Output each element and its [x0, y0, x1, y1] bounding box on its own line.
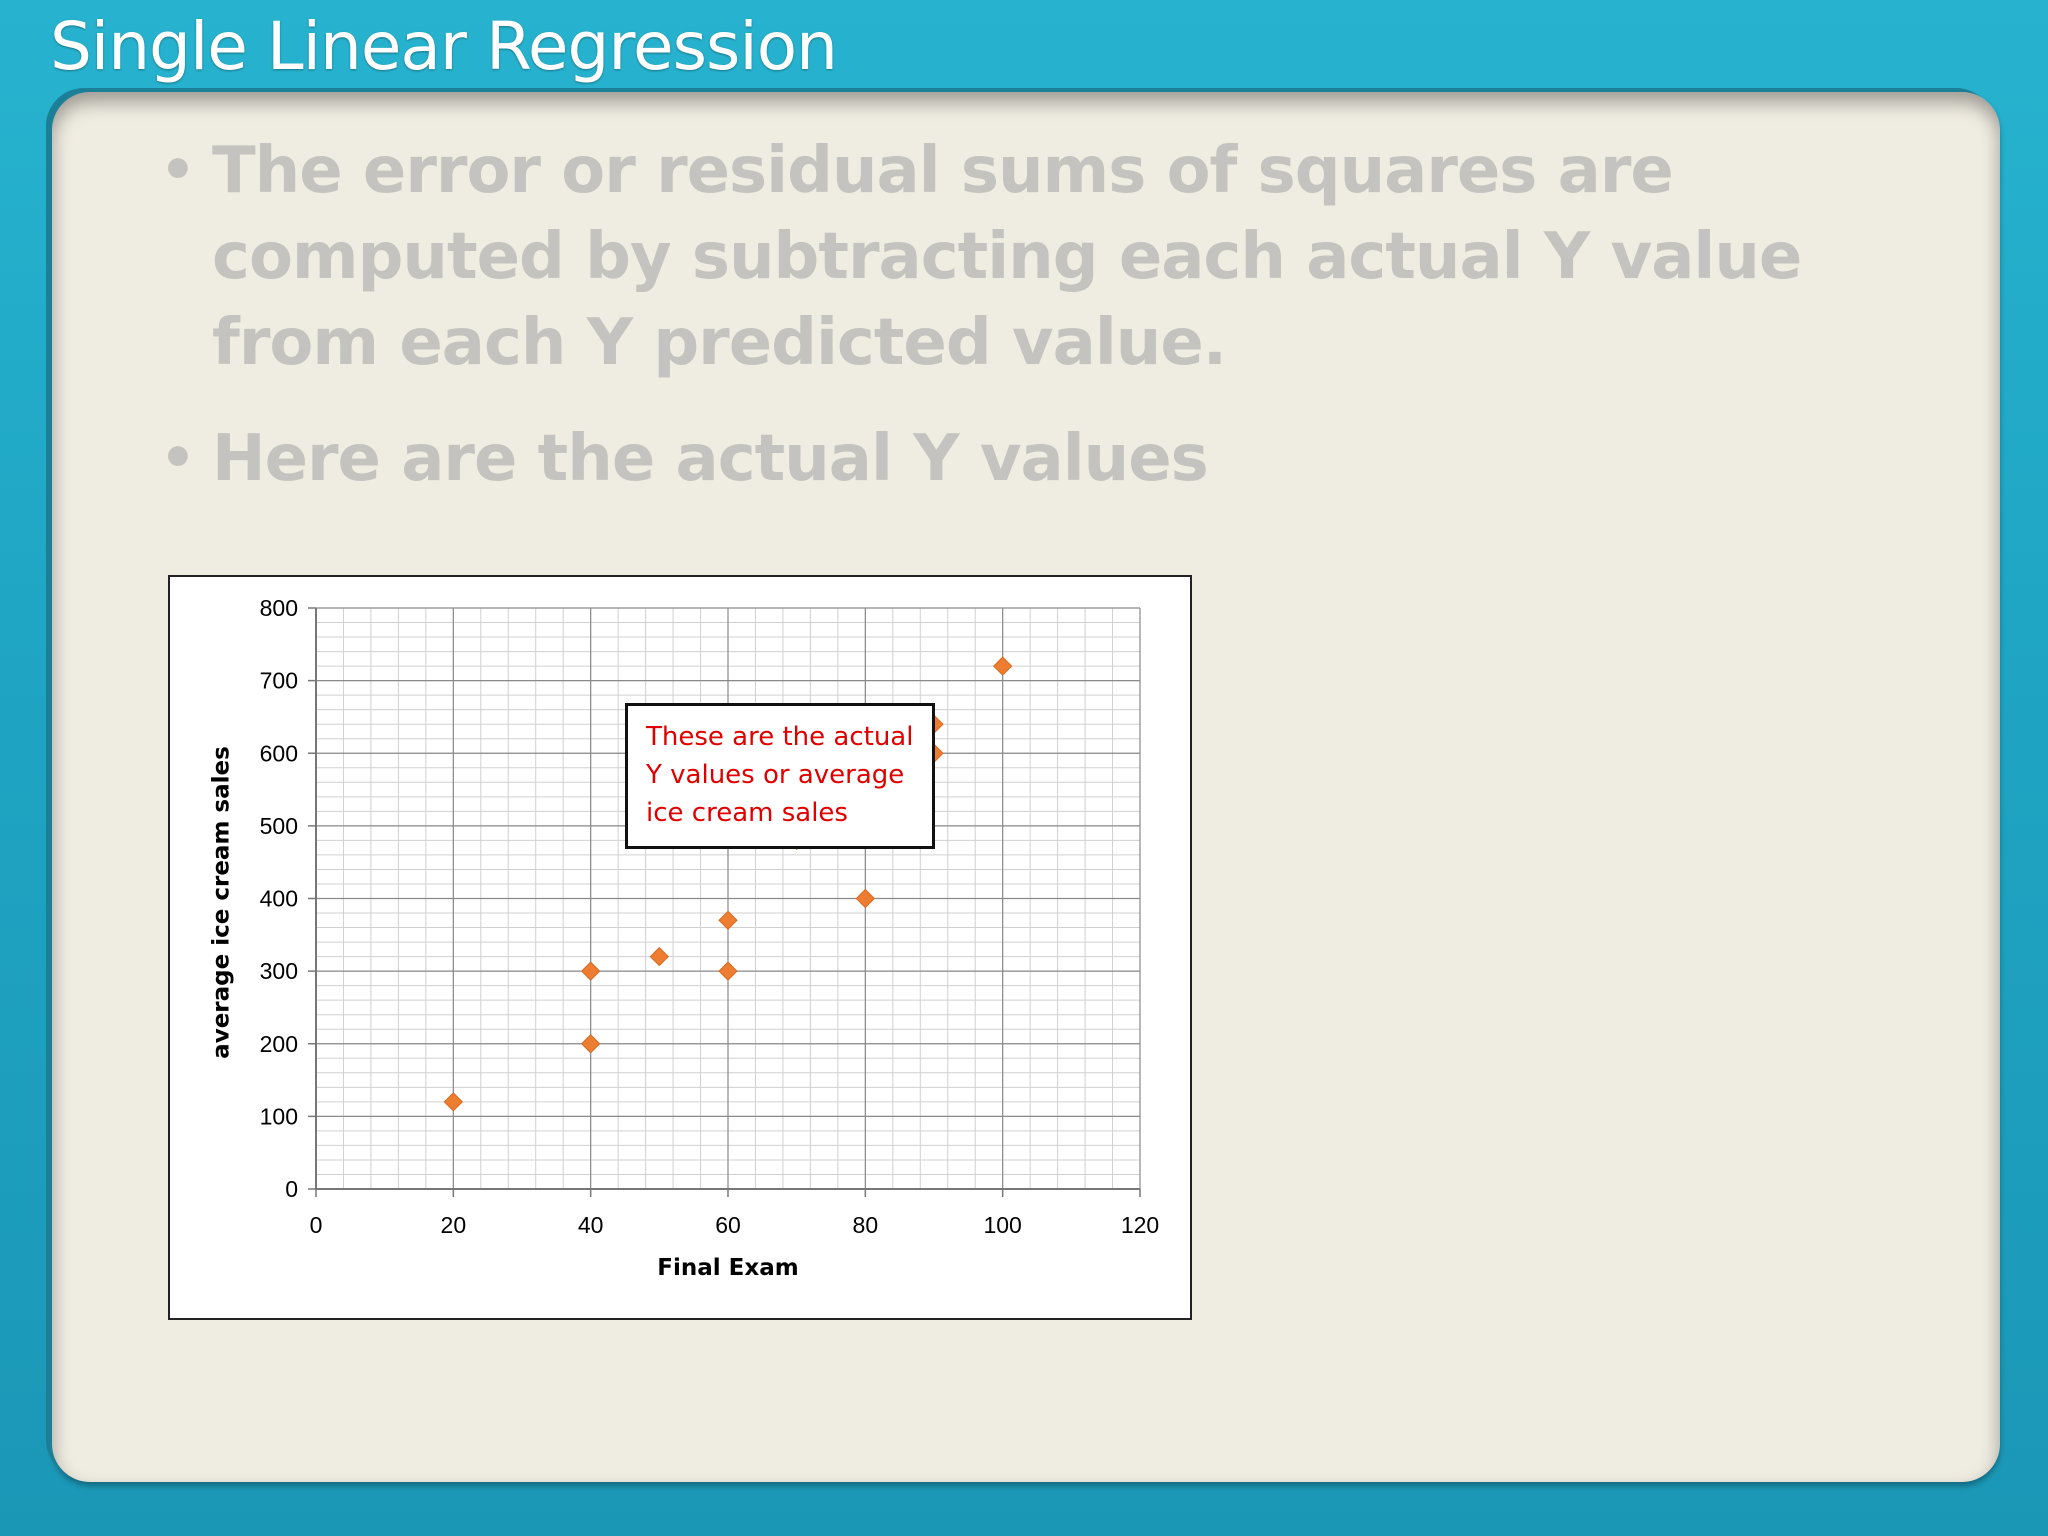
y-tick-label: 100 [260, 1103, 298, 1129]
y-tick-label: 800 [260, 595, 298, 621]
y-axis-title: average ice cream sales [209, 746, 235, 1059]
data-point [580, 961, 601, 981]
x-tick-label: 120 [1121, 1212, 1159, 1238]
x-tick-label: 0 [310, 1212, 323, 1238]
x-tick-label: 20 [441, 1212, 467, 1238]
bullet-text: The error or residual sums of squares ar… [212, 134, 1802, 380]
data-point [718, 961, 738, 981]
x-tick-label: 40 [578, 1212, 604, 1238]
data-point [580, 1034, 601, 1054]
bullet-marker: • [160, 426, 196, 491]
data-point [443, 1092, 464, 1112]
chart-canvas: 0 100 200 300 400 500 600 700 800 0 20 40 60 80 100 12… [209, 595, 1160, 1281]
scatter-chart: 0 100 200 300 400 500 600 700 800 0 20 40 60 80 100 12… [168, 575, 1192, 1320]
bullet-item: • Here are the actual Y values [160, 416, 1920, 502]
x-tick-label: 60 [715, 1212, 741, 1238]
y-tick-label: 300 [260, 958, 298, 984]
y-tick-label: 200 [260, 1031, 298, 1057]
y-tick-label: 0 [285, 1176, 298, 1202]
data-point [718, 910, 738, 930]
data-point [855, 888, 876, 909]
x-axis-title: Final Exam [657, 1255, 798, 1281]
data-point [992, 656, 1013, 676]
y-tick-label: 600 [260, 740, 298, 766]
bullet-item: • The error or residual sums of squares … [160, 128, 1920, 386]
data-point [649, 946, 670, 967]
y-tick-label: 400 [260, 886, 298, 912]
slide-title: Single Linear Regression [50, 8, 838, 85]
y-tick-label: 500 [260, 813, 298, 839]
bullet-list: • The error or residual sums of squares … [160, 128, 1920, 532]
bullet-text: Here are the actual Y values [212, 422, 1209, 496]
x-tick-label: 100 [983, 1212, 1021, 1238]
x-tick-labels: 0 20 40 60 80 100 120 [310, 1189, 1159, 1238]
annotation-box: These are the actual Y values or average… [625, 703, 935, 849]
y-tick-labels: 0 100 200 300 400 500 600 700 800 [260, 595, 316, 1202]
x-tick-label: 80 [853, 1212, 879, 1238]
bullet-marker: • [160, 138, 196, 203]
y-tick-label: 700 [260, 668, 298, 694]
